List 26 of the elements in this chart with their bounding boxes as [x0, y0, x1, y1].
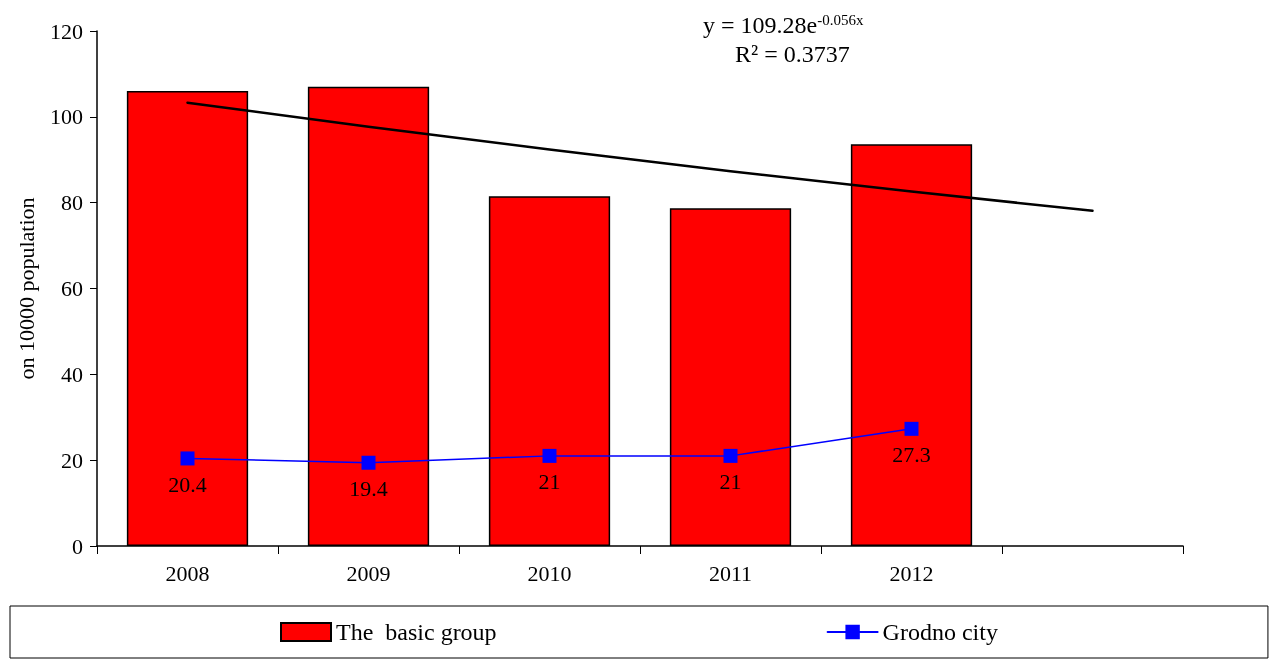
annotation: R² = 0.3737 — [735, 41, 850, 67]
legend-label: Grodno city — [882, 619, 998, 645]
point — [542, 448, 557, 463]
y-tick-label: 60 — [61, 276, 83, 301]
data-label: 20.4 — [168, 471, 207, 497]
y-tick-label: 20 — [61, 447, 83, 473]
y-tick-label: 40 — [61, 361, 83, 387]
point — [361, 455, 376, 470]
point — [723, 448, 738, 463]
data-label: 27.3 — [892, 442, 931, 468]
legend-label: The basic group — [336, 619, 497, 645]
x-tick-label: 2012 — [889, 560, 934, 586]
data-label: 21 — [719, 469, 742, 495]
point — [904, 421, 919, 436]
y-tick-label: 80 — [61, 190, 83, 216]
point — [180, 451, 195, 466]
y-tick-label: 100 — [50, 104, 83, 130]
x-tick-label: 2010 — [527, 560, 572, 586]
y-axis-title: on 10000 population — [13, 197, 39, 380]
data-label: 19.4 — [349, 476, 388, 502]
x-tick-label: 2011 — [708, 560, 753, 586]
x-tick-label: 2009 — [346, 560, 391, 586]
data-label: 21 — [538, 469, 561, 495]
y-tick-label: 120 — [50, 18, 83, 44]
x-tick-label: 2008 — [165, 560, 210, 586]
y-tick-label: 0 — [72, 533, 83, 559]
